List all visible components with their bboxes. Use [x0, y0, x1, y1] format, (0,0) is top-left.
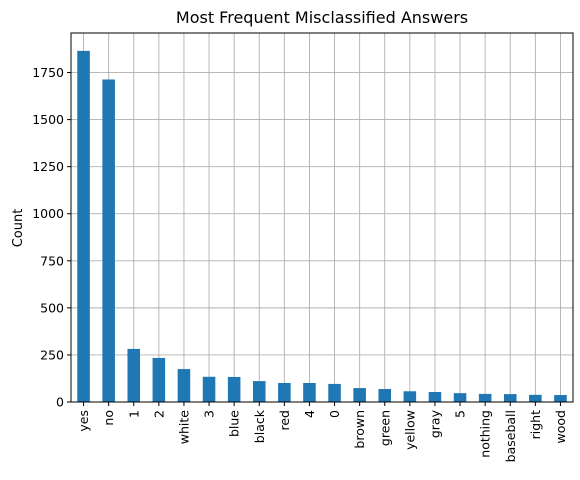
bars [77, 50, 567, 403]
bar-yes [77, 50, 90, 403]
x-tick-label: red [277, 410, 292, 431]
x-tick-label: 1 [126, 410, 141, 418]
y-tick-label: 1750 [32, 65, 64, 80]
x-tick-label: right [528, 410, 543, 439]
bar-right [529, 394, 542, 402]
y-axis: 0 250 500 750 1000 1250 1500 1750 [32, 65, 71, 410]
bar-red [278, 382, 291, 402]
plot-frame [70, 32, 574, 403]
x-tick-label: yes [76, 410, 91, 432]
bar-wood [554, 395, 567, 402]
bar-3 [202, 376, 216, 402]
bar-4 [303, 382, 316, 402]
grid-lines [71, 33, 573, 403]
y-axis-label: Count [11, 209, 26, 248]
bar-gray [428, 392, 442, 402]
bar-yellow [403, 391, 417, 402]
bar-nothing [478, 393, 492, 402]
bar-baseball [503, 394, 517, 402]
bar-brown [353, 388, 366, 402]
bar-1 [127, 348, 141, 402]
x-tick-label: black [252, 409, 267, 443]
bar-black [252, 381, 266, 402]
chart-title: Most Frequent Misclassified Answers [176, 8, 468, 27]
x-tick-label: white [176, 410, 191, 445]
x-tick-label: baseball [503, 410, 518, 462]
x-tick-label: brown [352, 410, 367, 449]
bar-2 [152, 357, 166, 402]
y-tick-label: 0 [56, 395, 64, 410]
x-axis: yes no 1 2 white 3 blue black red 4 0 brown green yel… [76, 402, 568, 462]
x-tick-label: 4 [302, 410, 317, 418]
bar-green [378, 389, 392, 402]
x-tick-label: 5 [453, 410, 468, 418]
bar-no [102, 79, 115, 403]
x-tick-label: gray [427, 409, 442, 438]
x-tick-label: 0 [327, 410, 342, 418]
bar-blue [227, 376, 241, 402]
y-tick-label: 250 [40, 347, 64, 362]
x-tick-label: no [101, 410, 116, 426]
bar-5 [453, 393, 467, 402]
x-tick-label: 2 [151, 410, 166, 418]
y-tick-label: 1500 [32, 112, 64, 127]
x-tick-label: nothing [478, 410, 493, 458]
bar-0 [328, 383, 341, 402]
x-tick-label: blue [227, 410, 242, 437]
y-tick-label: 750 [40, 253, 64, 268]
bar-white [177, 369, 191, 402]
y-tick-label: 1000 [32, 206, 64, 221]
y-tick-label: 500 [40, 300, 64, 315]
y-tick-label: 1250 [32, 159, 64, 174]
x-tick-label: yellow [402, 410, 417, 450]
x-tick-label: green [377, 410, 392, 446]
x-tick-label: 3 [202, 410, 217, 418]
x-tick-label: wood [553, 410, 568, 443]
